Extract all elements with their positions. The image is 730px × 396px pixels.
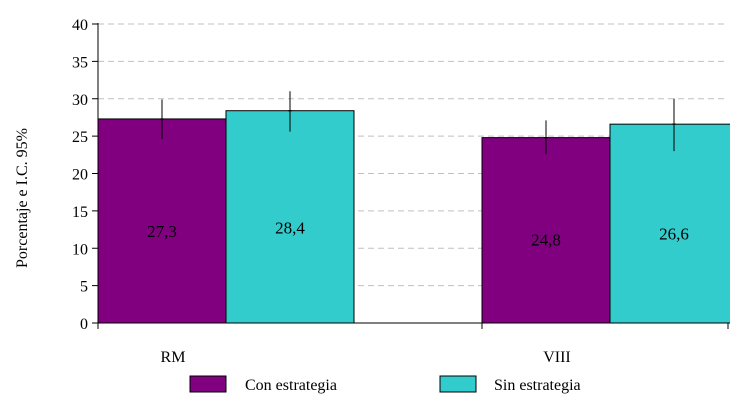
error-bars bbox=[160, 91, 676, 155]
y-tick-label: 35 bbox=[72, 54, 88, 71]
legend-label-con-estrategia: Con estrategia bbox=[245, 377, 337, 394]
x-category-label: VIII bbox=[543, 349, 571, 366]
y-tick-label: 15 bbox=[72, 204, 88, 221]
bars bbox=[97, 110, 730, 324]
bar-con-estrategia-viii bbox=[481, 137, 611, 324]
value-label: 28,4 bbox=[275, 218, 305, 237]
bar-con-estrategia-rm bbox=[97, 118, 227, 324]
bar-sin-estrategia-viii bbox=[609, 123, 730, 324]
bar-sin-estrategia-rm bbox=[225, 110, 355, 324]
legend-swatch-con-estrategia bbox=[189, 375, 227, 393]
y-tick-label: 0 bbox=[80, 316, 88, 333]
y-tick-label: 10 bbox=[72, 241, 88, 258]
axes bbox=[92, 23, 729, 329]
legend-label-sin-estrategia: Sin estrategia bbox=[494, 377, 581, 394]
y-tick-label: 20 bbox=[72, 167, 88, 184]
y-tick-label: 40 bbox=[72, 17, 88, 34]
labels: 0 5 10 15 20 25 30 35 40 RM 27,3 28,4 VIII 24,8 26,6 bbox=[72, 17, 689, 366]
legend-swatch-sin-estrategia bbox=[439, 375, 477, 393]
y-tick-label: 5 bbox=[80, 279, 88, 296]
value-label: 27,3 bbox=[147, 222, 177, 241]
y-tick-label: 30 bbox=[72, 92, 88, 109]
value-label: 24,8 bbox=[531, 231, 561, 250]
y-tick-label: 25 bbox=[72, 129, 88, 146]
legend: Con estrategia Sin estrategia bbox=[189, 375, 581, 394]
y-axis-title: Porcentaje e I.C. 95% bbox=[14, 128, 31, 268]
value-label: 26,6 bbox=[659, 225, 689, 244]
x-category-label: RM bbox=[161, 349, 186, 366]
